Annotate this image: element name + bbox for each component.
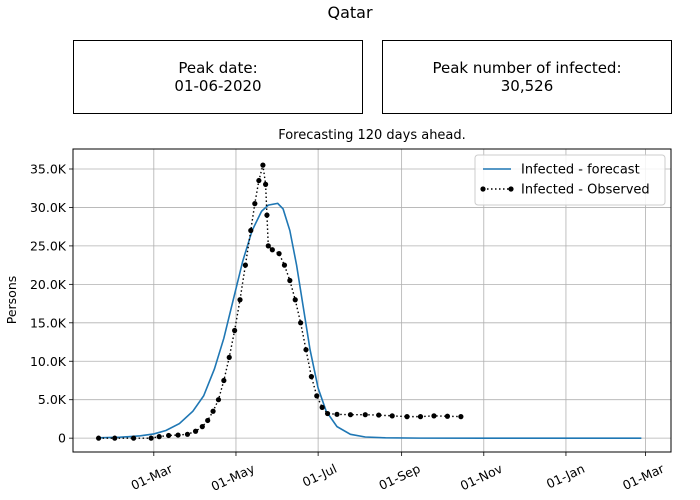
y-tick-label: 10.0K [30, 354, 67, 369]
plot-frame [72, 148, 672, 453]
observed-data-point [248, 227, 254, 234]
observed-series-line [98, 164, 461, 439]
observed-data-point [298, 320, 304, 326]
observed-data-point [308, 374, 314, 380]
observed-data-point [131, 435, 137, 441]
observed-data-point [260, 162, 266, 168]
observed-data-point [362, 412, 368, 418]
x-tick-label: 01-Mar [620, 460, 667, 493]
observed-data-point [226, 354, 232, 361]
observed-data-point [166, 432, 172, 439]
peak-infected-value: 30,526 [500, 77, 554, 95]
observed-data-point [417, 414, 424, 420]
observed-data-point [287, 277, 293, 284]
observed-data-point [232, 327, 238, 334]
observed-data-point [389, 413, 395, 419]
x-tick-label: 01-Jan [544, 461, 587, 492]
observed-data-point [262, 181, 269, 187]
peak-date-box: Peak date: 01-06-2020 [73, 40, 363, 114]
observed-data-point [314, 393, 320, 399]
observed-data-point [276, 250, 282, 257]
x-tick-label: 01-Sep [376, 461, 422, 493]
observed-data-point [156, 434, 162, 440]
y-tick-label: 5.0K [38, 392, 67, 407]
observed-data-point [112, 435, 118, 441]
observed-data-point [265, 243, 271, 249]
y-tick-label: 0 [58, 431, 66, 446]
observed-data-point [376, 412, 382, 418]
observed-data-point [292, 297, 298, 303]
observed-data-point [95, 435, 102, 441]
x-tick-label: 01-May [209, 461, 258, 494]
observed-data-point [221, 377, 227, 384]
observed-data-point [431, 413, 437, 419]
observed-data-point [281, 262, 288, 268]
legend-entry-label: Infected - forecast [521, 163, 640, 178]
observed-data-point [242, 262, 248, 268]
observed-data-point [458, 414, 464, 420]
observed-data-point [256, 177, 262, 184]
observed-data-point [199, 424, 205, 430]
legend-box [474, 154, 666, 206]
peak-date-value: 01-06-2020 [174, 77, 262, 95]
y-tick-label: 30.0K [30, 200, 67, 215]
observed-data-point [334, 411, 340, 417]
observed-data-point [269, 247, 275, 253]
observed-data-point [192, 428, 199, 434]
observed-data-point [237, 297, 243, 303]
legend-entry-label: Infected - Observed [521, 183, 650, 198]
observed-data-point [175, 432, 181, 438]
x-tick-label: 01-Nov [458, 461, 505, 494]
observed-data-point [264, 212, 270, 218]
observed-data-point [252, 201, 258, 207]
observed-data-point [215, 397, 222, 403]
observed-data-point [324, 410, 331, 417]
observed-data-point [205, 417, 211, 424]
peak-infected-box: Peak number of infected: 30,526 [382, 40, 672, 114]
y-axis-label: Persons [4, 276, 19, 325]
observed-data-point [210, 408, 216, 414]
observed-data-point [303, 347, 309, 353]
legend-marker [480, 186, 486, 192]
page-title: Qatar [327, 3, 373, 22]
observed-data-point [184, 431, 191, 437]
observed-data-point [319, 404, 325, 410]
peak-infected-label: Peak number of infected: [432, 59, 622, 77]
x-tick-label: 01-Jul [300, 461, 339, 490]
y-tick-label: 15.0K [30, 315, 67, 330]
y-tick-label: 35.0K [30, 161, 67, 176]
peak-date-label: Peak date: [178, 59, 258, 77]
legend-marker [508, 186, 514, 192]
observed-data-point [444, 413, 451, 419]
x-tick-label: 01-Mar [129, 460, 176, 493]
legend: Infected - forecast Infected - Observed [474, 154, 666, 206]
observed-data-point [347, 412, 354, 418]
y-tick-label: 20.0K [30, 277, 67, 292]
series-layer [95, 162, 642, 441]
chart-title: Forecasting 120 days ahead. [278, 128, 466, 143]
observed-data-point [404, 414, 410, 420]
observed-data-point [148, 435, 154, 441]
forecast-series-line [98, 202, 642, 439]
y-tick-label: 25.0K [30, 238, 67, 253]
